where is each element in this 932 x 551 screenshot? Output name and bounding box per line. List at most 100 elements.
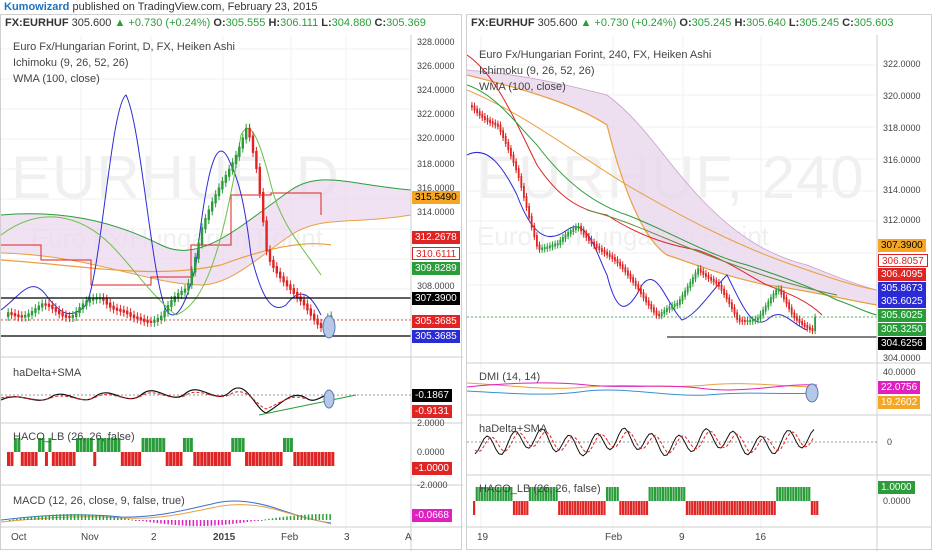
haco-bar xyxy=(754,501,758,515)
macd-bar xyxy=(48,514,51,520)
haco-bar xyxy=(794,487,798,501)
haco-bar xyxy=(58,452,62,466)
candle xyxy=(697,268,699,275)
4h-chart-pane[interactable]: FX:EURHUF 305.600 ▲ +0.730 (+0.24%) O:30… xyxy=(466,14,932,551)
haco-bar xyxy=(701,501,704,515)
candle xyxy=(705,273,707,278)
candle xyxy=(564,234,567,240)
haco-bar xyxy=(69,452,73,466)
haco-bar xyxy=(566,501,569,515)
candle xyxy=(61,312,64,317)
candle xyxy=(241,137,244,149)
haco-bar xyxy=(220,452,224,466)
haco-bar xyxy=(117,438,121,452)
haco-bar xyxy=(768,501,771,515)
haco-bar xyxy=(79,438,83,452)
candle xyxy=(577,225,580,229)
candle xyxy=(525,196,528,209)
right-haco-label[interactable]: HACO_LB (26, 26, false) xyxy=(479,483,601,495)
haco-bar xyxy=(20,452,24,466)
candle xyxy=(624,267,627,273)
candle xyxy=(642,292,645,299)
left-chart-title: Euro Fx/Hungarian Forint, D, FX, Heiken … xyxy=(13,41,235,53)
candle xyxy=(122,309,125,313)
haco-bar xyxy=(41,438,45,452)
macd-bar xyxy=(30,516,33,520)
macd-bar xyxy=(84,514,87,520)
haco-bar xyxy=(265,452,269,466)
haco-bar xyxy=(587,501,590,515)
candle xyxy=(510,148,512,157)
right-chart-canvas[interactable] xyxy=(467,15,932,551)
macd-bar xyxy=(102,515,105,520)
macd-bar xyxy=(66,514,69,520)
haco-bar xyxy=(696,501,699,515)
close-value: 305.369 xyxy=(386,17,426,29)
macd-bar xyxy=(95,515,97,520)
candle xyxy=(741,319,744,322)
haco-bar xyxy=(728,501,731,515)
macd-bar xyxy=(163,520,166,524)
candle xyxy=(580,225,582,232)
haco-bar xyxy=(645,501,649,515)
macd-bar xyxy=(81,514,83,520)
right-dmi-label[interactable]: DMI (14, 14) xyxy=(479,371,541,383)
left-macd-label[interactable]: MACD (12, 26, close, 9, false, true) xyxy=(13,495,185,507)
left-hadelta-label[interactable]: haDelta+SMA xyxy=(13,367,82,379)
candle xyxy=(621,264,624,270)
candle xyxy=(590,238,593,244)
candle xyxy=(723,288,725,295)
candle xyxy=(54,307,57,312)
left-wma-legend[interactable]: WMA (100, close) xyxy=(13,73,100,85)
candle xyxy=(632,277,634,283)
haco-bar xyxy=(616,487,619,501)
haco-bar xyxy=(113,438,117,452)
price-tag: 305.6025 xyxy=(878,309,926,322)
haco-bar xyxy=(504,487,508,501)
left-haco-label[interactable]: HACO_LB (26, 26, false) xyxy=(13,431,135,443)
candle xyxy=(608,253,611,258)
macd-bar xyxy=(297,515,299,520)
right-wma-legend[interactable]: WMA (100, close) xyxy=(479,81,566,93)
haco-bar xyxy=(82,438,86,452)
price-tag: 305.3250 xyxy=(878,323,926,336)
candle xyxy=(13,313,17,317)
haco-bar xyxy=(289,438,293,452)
author-link[interactable]: Kumowizard xyxy=(4,1,70,13)
macd-bar xyxy=(59,514,61,520)
high-label: H: xyxy=(734,17,747,29)
daily-chart-pane[interactable]: FX:EURHUF 305.600 ▲ +0.730 (+0.24%) O:30… xyxy=(0,14,463,551)
left-candles xyxy=(7,123,333,335)
x-tick: 19 xyxy=(477,532,489,543)
right-hadelta-label[interactable]: haDelta+SMA xyxy=(479,423,548,435)
high-value: 305.640 xyxy=(746,17,786,29)
left-ichimoku-legend[interactable]: Ichimoku (9, 26, 52, 26) xyxy=(13,57,129,69)
haco-bar xyxy=(480,487,484,501)
candle xyxy=(231,162,234,171)
candle xyxy=(272,259,275,269)
candle xyxy=(27,313,30,317)
left-chart-canvas[interactable] xyxy=(1,15,463,551)
candle xyxy=(759,313,762,320)
candle xyxy=(603,249,606,254)
candle xyxy=(785,297,788,305)
candle xyxy=(502,130,504,139)
right-ichimoku-legend[interactable]: Ichimoku (9, 26, 52, 26) xyxy=(479,65,595,77)
candle xyxy=(541,247,543,250)
haco-bar xyxy=(746,501,750,515)
haco-bar xyxy=(656,487,659,501)
candle xyxy=(770,297,772,304)
macd-bar xyxy=(131,519,133,521)
candle xyxy=(536,235,538,247)
haco-bar xyxy=(552,487,555,501)
candle xyxy=(720,284,723,291)
candle xyxy=(262,192,265,223)
macd-bar xyxy=(167,520,169,525)
haco-bar xyxy=(172,452,176,466)
haco-bar xyxy=(651,487,654,501)
haco-bar xyxy=(528,487,532,501)
macd-bar xyxy=(77,514,79,520)
price-tag: 307.3900 xyxy=(412,292,460,305)
candle xyxy=(204,218,207,230)
candle xyxy=(194,256,197,273)
